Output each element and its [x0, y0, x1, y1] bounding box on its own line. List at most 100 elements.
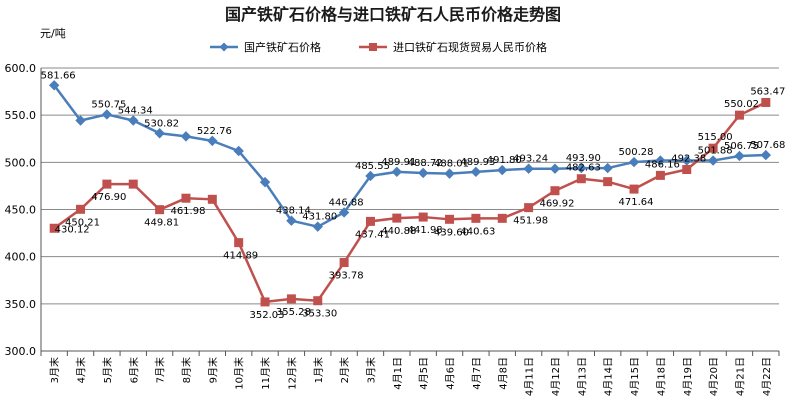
- x-tick-label: 10月末: [233, 357, 246, 390]
- x-tick-label: 4月21日: [734, 357, 746, 396]
- legend: 国产铁矿石价格 进口铁矿石现货贸易人民币价格: [210, 40, 547, 54]
- data-label: 438.14: [276, 206, 311, 217]
- x-tick-label: 4月22日: [761, 357, 773, 396]
- data-label: 437.41: [355, 229, 390, 240]
- data-label: 530.82: [144, 118, 179, 129]
- y-tick-labels: 300.0 350.0 400.0 450.0 500.0 550.0 600.0: [5, 62, 37, 358]
- data-label: 440.63: [460, 226, 495, 237]
- data-label: 515.00: [698, 132, 733, 143]
- data-point: [312, 221, 323, 232]
- data-label: 431.80: [302, 212, 337, 223]
- data-point: [391, 166, 403, 178]
- data-point: [550, 186, 560, 196]
- x-tick-label: 4月18日: [655, 357, 667, 396]
- data-label: 461.98: [170, 206, 205, 217]
- data-point: [761, 97, 771, 107]
- data-point: [444, 168, 455, 179]
- x-tick-label: 4月15日: [629, 357, 641, 396]
- data-label: 355.28: [276, 307, 311, 318]
- x-tick-label: 4月6日: [445, 357, 457, 390]
- x-tick-label: 8月末: [180, 357, 193, 383]
- x-tick-label: 12月末: [285, 357, 298, 390]
- data-label: 352.03: [250, 310, 285, 321]
- data-label: 393.78: [329, 271, 364, 282]
- x-tick-label: 4月7日: [471, 357, 483, 390]
- data-point: [682, 165, 692, 175]
- x-tick-label: 6月末: [127, 357, 140, 383]
- data-point: [708, 143, 718, 153]
- x-tick-label: 9月末: [206, 357, 219, 383]
- data-point: [392, 213, 402, 223]
- axes: [40, 68, 780, 356]
- x-tick-label: 2月末: [338, 357, 351, 383]
- data-label: 563.47: [750, 86, 785, 97]
- data-label: 493.24: [513, 154, 548, 165]
- data-label: 485.55: [355, 161, 390, 172]
- data-point: [629, 184, 639, 194]
- data-point: [234, 238, 244, 248]
- data-point: [365, 216, 375, 226]
- chart-title: 国产铁矿石价格与进口铁矿石人民币价格走势图: [225, 5, 561, 24]
- x-tick-label: 7月末: [154, 357, 167, 383]
- data-point: [233, 145, 244, 157]
- legend-marker-import: [369, 43, 377, 51]
- series-line: [53, 101, 767, 304]
- data-point: [628, 156, 640, 168]
- x-tick-label: 4月14日: [603, 357, 615, 396]
- data-point: [602, 162, 613, 174]
- data-point: [603, 177, 613, 187]
- data-label: 469.92: [539, 199, 574, 210]
- x-tick-label: 4月12日: [550, 357, 562, 396]
- data-label: 450.21: [65, 217, 100, 228]
- x-tick-label: 5月末: [101, 357, 114, 383]
- data-label: 544.34: [118, 106, 153, 117]
- data-point: [734, 110, 744, 120]
- data-label: 550.75: [91, 99, 126, 110]
- data-point: [101, 109, 113, 120]
- legend-label-domestic: 国产铁矿石价格: [244, 40, 321, 54]
- data-label: 451.98: [513, 216, 548, 227]
- x-tick-label: 3月末: [364, 357, 377, 383]
- data-label: 449.81: [144, 218, 179, 229]
- data-label: 506.75: [724, 141, 759, 152]
- series-lines: [48, 80, 772, 307]
- data-label: 489.91: [381, 157, 416, 168]
- data-label: 488.01: [434, 159, 469, 170]
- series-line: [53, 84, 766, 228]
- data-label: 489.93: [460, 157, 495, 168]
- data-point: [102, 179, 112, 189]
- y-tick-label: 350.0: [5, 298, 37, 311]
- data-label: 440.88: [381, 226, 416, 237]
- x-tick-label: 4月5日: [418, 357, 430, 390]
- data-label: 493.90: [566, 153, 601, 164]
- y-tick-label: 400.0: [5, 251, 37, 264]
- data-point: [313, 296, 323, 306]
- data-point: [207, 194, 217, 204]
- data-point: [418, 212, 428, 222]
- x-tick-label: 4月20日: [708, 357, 720, 396]
- data-label: 439.60: [434, 227, 469, 238]
- data-point: [48, 80, 60, 91]
- data-label: 507.68: [750, 140, 785, 151]
- data-point: [524, 203, 534, 213]
- x-tick-labels: 3月末 4月末 5月末 6月末 7月末 8月末 9月末 10月末 11月末 12月末 1月末 2月末 3…: [48, 357, 773, 396]
- data-label: 550.02: [724, 99, 759, 110]
- data-label: 353.30: [302, 309, 337, 320]
- data-point: [339, 258, 349, 268]
- data-label: 482.63: [566, 163, 601, 174]
- data-point: [523, 163, 534, 174]
- data-label: 501.88: [698, 146, 733, 157]
- x-tick-label: 4月19日: [682, 357, 694, 396]
- data-point: [471, 213, 481, 223]
- data-label: 471.64: [619, 197, 654, 208]
- data-point: [259, 176, 271, 188]
- y-tick-label: 300.0: [5, 345, 37, 358]
- x-tick-label: 4月11日: [524, 357, 536, 396]
- data-label: 492.38: [671, 154, 706, 165]
- data-label: 488.72: [408, 158, 443, 169]
- data-label: 430.12: [55, 224, 90, 235]
- data-label: 446.88: [329, 197, 364, 208]
- x-tick-label: 11月末: [259, 357, 272, 390]
